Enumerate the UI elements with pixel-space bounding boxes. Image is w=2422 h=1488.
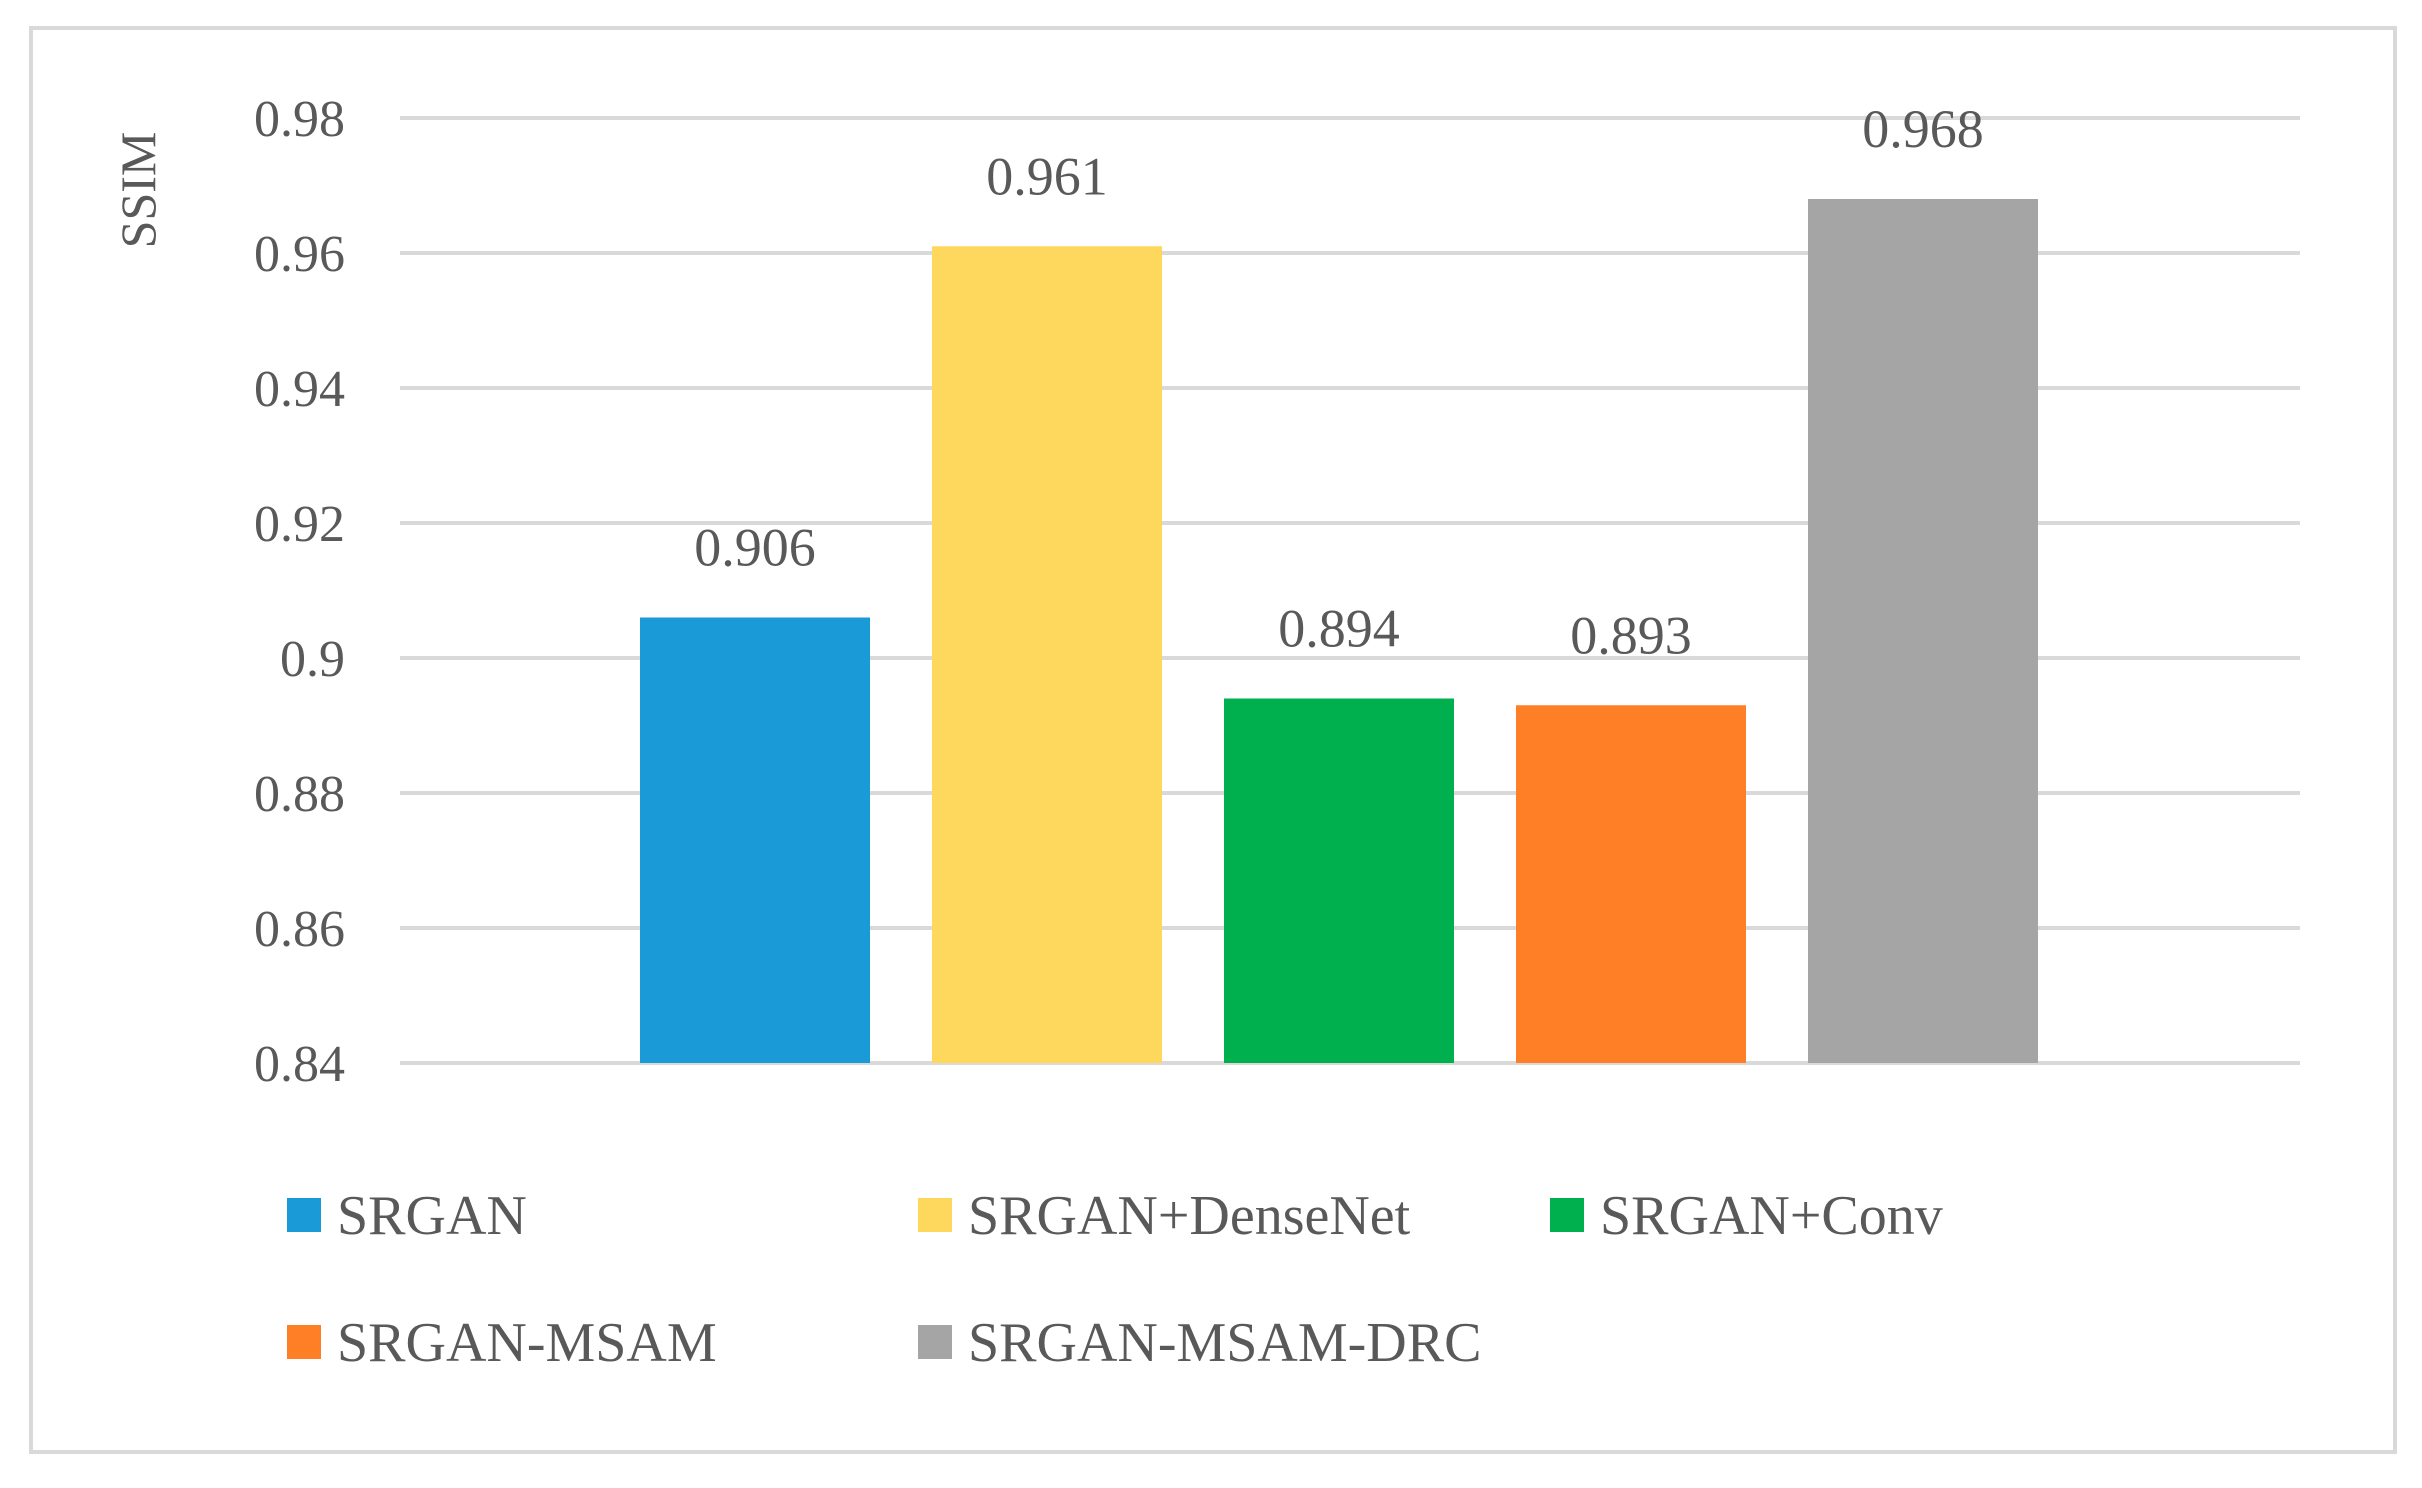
bar-srgan-densenet	[932, 246, 1162, 1063]
data-label: 0.893	[1570, 605, 1692, 665]
y-tick-label: 0.86	[254, 901, 345, 958]
y-tick-label: 0.88	[254, 766, 345, 823]
bar-srgan-msam	[1516, 705, 1746, 1063]
data-label: 0.906	[694, 518, 816, 578]
legend-swatch	[287, 1325, 321, 1359]
legend-label: SRGAN-MSAM-DRC	[968, 1312, 1481, 1374]
legend-label: SRGAN+DenseNet	[968, 1185, 1411, 1247]
legend-swatch	[1550, 1198, 1584, 1232]
legend-swatch	[918, 1198, 952, 1232]
legend-swatch	[287, 1198, 321, 1232]
bars	[640, 199, 2038, 1063]
y-axis-title: SSIM	[110, 132, 166, 249]
data-label: 0.894	[1278, 599, 1400, 659]
y-tick-label: 0.98	[254, 91, 345, 148]
bar-srgan-conv	[1224, 698, 1454, 1063]
data-labels: 0.906 0.961 0.894 0.893 0.968	[694, 99, 1984, 665]
data-label: 0.968	[1862, 99, 1984, 159]
y-tick-label: 0.92	[254, 496, 345, 553]
y-tick-label: 0.84	[254, 1036, 345, 1093]
legend-swatch	[918, 1325, 952, 1359]
legend: SRGAN SRGAN+DenseNet SRGAN+Conv SRGAN-MSAM S…	[287, 1185, 1943, 1374]
y-axis-ticks: 0.84 0.86 0.88 0.9 0.92 0.94 0.96 0.98	[254, 91, 345, 1093]
bar-srgan-msam-drc	[1808, 199, 2038, 1063]
y-tick-label: 0.96	[254, 226, 345, 283]
bar-srgan	[640, 617, 870, 1063]
y-tick-label: 0.9	[280, 631, 345, 688]
y-tick-label: 0.94	[254, 361, 345, 418]
data-label: 0.961	[986, 146, 1108, 206]
legend-label: SRGAN	[337, 1185, 527, 1247]
legend-label: SRGAN+Conv	[1600, 1185, 1943, 1247]
legend-label: SRGAN-MSAM	[337, 1312, 717, 1374]
